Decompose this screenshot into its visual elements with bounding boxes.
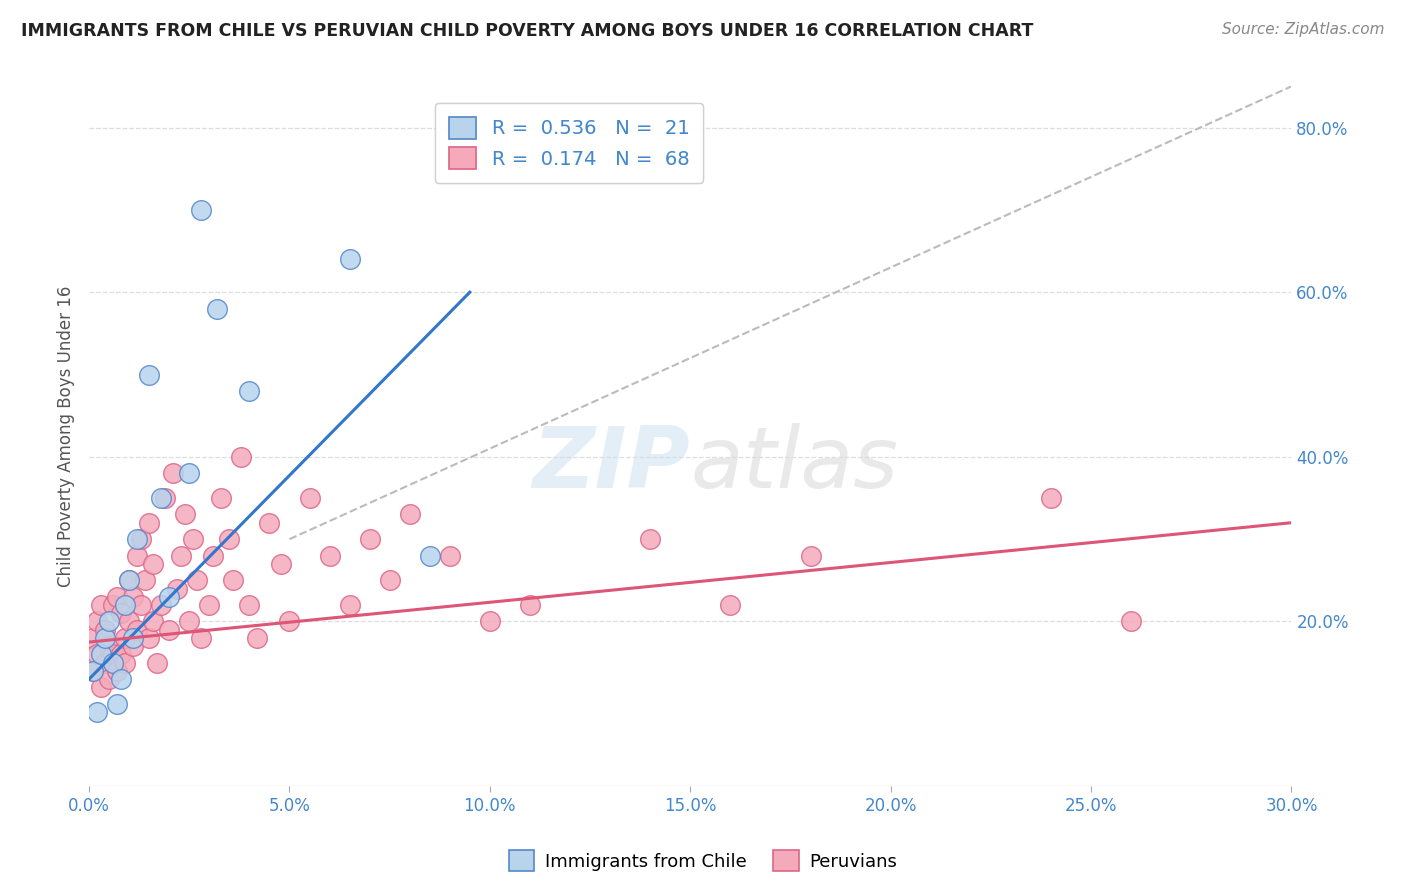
Point: [86, 648, 108, 662]
Point: [86, 705, 108, 719]
Point: [90, 598, 112, 612]
Text: ZIP: ZIP: [533, 423, 690, 506]
Point: [638, 532, 661, 546]
Point: [129, 598, 152, 612]
Point: [202, 549, 225, 563]
Point: [114, 656, 136, 670]
Point: [339, 598, 361, 612]
Point: [122, 590, 145, 604]
Point: [190, 631, 212, 645]
Point: [222, 574, 245, 588]
Point: [94, 631, 117, 645]
Point: [1039, 491, 1062, 505]
Point: [86, 615, 108, 629]
Point: [138, 516, 160, 530]
Point: [718, 598, 741, 612]
Point: [1121, 615, 1143, 629]
Point: [114, 631, 136, 645]
Point: [378, 574, 401, 588]
Point: [799, 549, 821, 563]
Point: [127, 549, 149, 563]
Point: [105, 664, 128, 678]
Point: [439, 549, 461, 563]
Point: [174, 508, 197, 522]
Point: [181, 532, 204, 546]
Point: [209, 491, 232, 505]
Point: [118, 615, 141, 629]
Point: [110, 648, 132, 662]
Point: [138, 368, 160, 382]
Point: [270, 557, 292, 571]
Point: [105, 590, 128, 604]
Point: [90, 681, 112, 695]
Point: [101, 656, 124, 670]
Point: [127, 532, 149, 546]
Point: [118, 574, 141, 588]
Point: [82, 631, 104, 645]
Text: IMMIGRANTS FROM CHILE VS PERUVIAN CHILD POVERTY AMONG BOYS UNDER 16 CORRELATION : IMMIGRANTS FROM CHILE VS PERUVIAN CHILD …: [21, 22, 1033, 40]
Point: [238, 598, 260, 612]
Point: [157, 623, 180, 637]
Point: [82, 664, 104, 678]
Point: [98, 615, 121, 629]
Point: [186, 574, 208, 588]
Point: [129, 532, 152, 546]
Point: [179, 615, 201, 629]
Point: [478, 615, 501, 629]
Point: [238, 384, 260, 398]
Point: [150, 598, 173, 612]
Legend: R =  0.536   N =  21, R =  0.174   N =  68: R = 0.536 N = 21, R = 0.174 N = 68: [436, 103, 703, 183]
Point: [101, 648, 124, 662]
Point: [127, 623, 149, 637]
Point: [94, 623, 117, 637]
Point: [419, 549, 441, 563]
Point: [155, 491, 177, 505]
Point: [318, 549, 340, 563]
Point: [134, 574, 156, 588]
Point: [118, 574, 141, 588]
Point: [98, 672, 121, 686]
Point: [142, 557, 165, 571]
Point: [179, 467, 201, 481]
Point: [246, 631, 269, 645]
Point: [122, 631, 145, 645]
Point: [110, 672, 132, 686]
Point: [142, 615, 165, 629]
Point: [105, 697, 128, 711]
Y-axis label: Child Poverty Among Boys Under 16: Child Poverty Among Boys Under 16: [58, 285, 75, 587]
Point: [278, 615, 301, 629]
Point: [339, 252, 361, 267]
Point: [190, 202, 212, 217]
Point: [218, 532, 240, 546]
Point: [82, 664, 104, 678]
Point: [398, 508, 420, 522]
Point: [98, 639, 121, 653]
Point: [170, 549, 193, 563]
Point: [114, 598, 136, 612]
Text: atlas: atlas: [690, 423, 898, 506]
Point: [519, 598, 541, 612]
Legend: Immigrants from Chile, Peruvians: Immigrants from Chile, Peruvians: [502, 843, 904, 879]
Point: [90, 648, 112, 662]
Point: [110, 607, 132, 621]
Point: [101, 598, 124, 612]
Point: [146, 656, 169, 670]
Point: [166, 582, 188, 596]
Point: [138, 631, 160, 645]
Text: Source: ZipAtlas.com: Source: ZipAtlas.com: [1222, 22, 1385, 37]
Point: [157, 590, 180, 604]
Point: [162, 467, 184, 481]
Point: [231, 450, 253, 464]
Point: [198, 598, 221, 612]
Point: [359, 532, 381, 546]
Point: [259, 516, 281, 530]
Point: [207, 301, 229, 316]
Point: [150, 491, 173, 505]
Point: [298, 491, 321, 505]
Point: [94, 656, 117, 670]
Point: [122, 639, 145, 653]
